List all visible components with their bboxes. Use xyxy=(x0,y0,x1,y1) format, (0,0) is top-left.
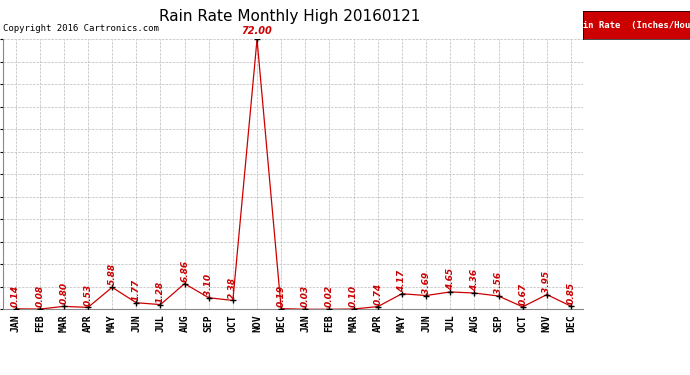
Text: 3.56: 3.56 xyxy=(494,272,503,294)
Text: 4.65: 4.65 xyxy=(446,268,455,290)
Text: 3.95: 3.95 xyxy=(542,271,551,292)
Text: 0.53: 0.53 xyxy=(83,284,92,306)
Text: 0.80: 0.80 xyxy=(59,282,68,304)
Text: 3.10: 3.10 xyxy=(204,274,213,296)
Text: 1.77: 1.77 xyxy=(132,279,141,301)
Text: 2.38: 2.38 xyxy=(228,276,237,298)
Text: Copyright 2016 Cartronics.com: Copyright 2016 Cartronics.com xyxy=(3,24,159,33)
Text: 0.02: 0.02 xyxy=(325,285,334,308)
Text: 6.86: 6.86 xyxy=(180,260,189,282)
Text: 0.08: 0.08 xyxy=(35,285,44,307)
Text: 5.88: 5.88 xyxy=(108,263,117,285)
Text: 3.69: 3.69 xyxy=(422,272,431,294)
Text: 0.19: 0.19 xyxy=(277,285,286,307)
Text: Rain Rate Monthly High 20160121: Rain Rate Monthly High 20160121 xyxy=(159,9,420,24)
Text: 0.67: 0.67 xyxy=(518,283,527,305)
Text: 0.10: 0.10 xyxy=(349,285,358,307)
Text: 0.85: 0.85 xyxy=(566,282,575,304)
Text: Rain Rate  (Inches/Hour): Rain Rate (Inches/Hour) xyxy=(572,21,690,30)
Text: 0.03: 0.03 xyxy=(301,285,310,308)
Text: 4.36: 4.36 xyxy=(470,269,479,291)
Text: 0.74: 0.74 xyxy=(373,283,382,305)
Text: 72.00: 72.00 xyxy=(241,26,273,36)
Text: 4.17: 4.17 xyxy=(397,270,406,292)
Text: 1.28: 1.28 xyxy=(156,280,165,303)
Text: 0.14: 0.14 xyxy=(11,285,20,307)
